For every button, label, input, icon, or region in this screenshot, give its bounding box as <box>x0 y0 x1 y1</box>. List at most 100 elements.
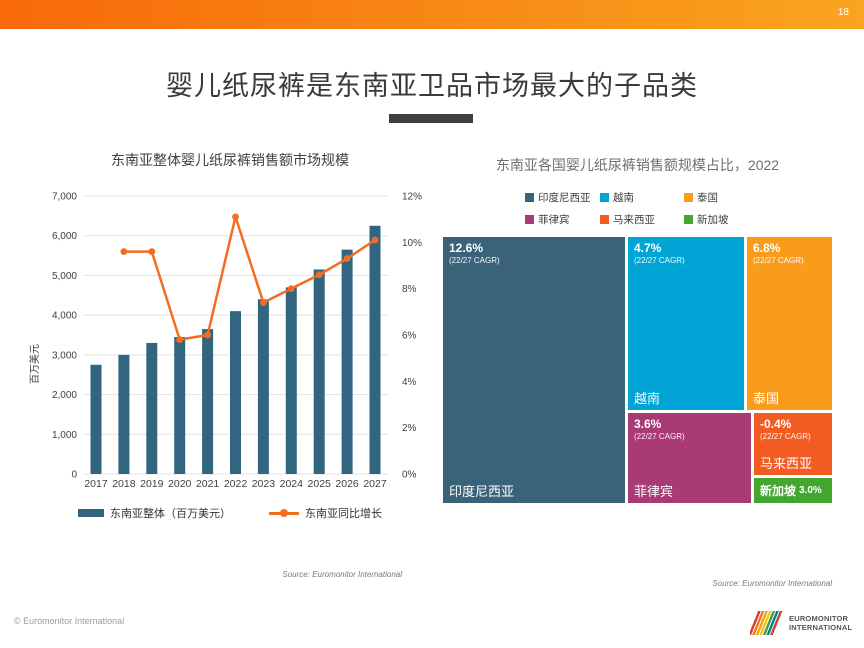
bar-2021 <box>202 329 214 474</box>
right-axis-tick: 2% <box>402 423 417 434</box>
slide-title: 婴儿纸尿裤是东南亚卫品市场最大的子品类 <box>166 71 698 102</box>
legend-label: 越南 <box>613 192 634 204</box>
page-number: 18 <box>837 7 849 18</box>
left-axis-tick: 2,000 <box>52 390 77 401</box>
left-axis-tick: 3,000 <box>52 350 77 361</box>
left-source-note: Source: Euromonitor International <box>282 570 402 579</box>
right-axis-tick: 4% <box>402 377 417 388</box>
treemap-block: 3.6% (22/27 CAGR) 菲律宾 <box>628 413 751 503</box>
cagr-value: 3.6% <box>634 417 662 431</box>
x-axis-label: 2026 <box>335 478 359 490</box>
right-source-note: Source: Euromonitor International <box>712 579 832 588</box>
growth-marker-2018 <box>120 248 128 255</box>
right-axis-tick: 6% <box>402 331 417 342</box>
legend-swatch-icon <box>684 193 693 202</box>
growth-marker-2020 <box>176 336 184 344</box>
growth-marker-2022 <box>232 213 239 221</box>
legend-label: 泰国 <box>697 192 718 204</box>
legend-swatch-icon <box>600 215 609 224</box>
treemap-legend-item: 菲律宾 <box>525 212 600 227</box>
growth-marker-2025 <box>315 271 323 279</box>
country-name: 越南 <box>634 391 661 406</box>
country-name: 菲律宾 <box>634 484 674 499</box>
bar-2024 <box>285 287 297 474</box>
x-axis-label: 2020 <box>168 478 192 490</box>
cagr-note: (22/27 CAGR) <box>634 432 685 441</box>
x-axis-label: 2021 <box>196 478 220 490</box>
legend-swatch-icon <box>600 193 609 202</box>
cagr-note: (22/27 CAGR) <box>753 256 804 265</box>
logo-stripes-icon <box>750 611 783 635</box>
left-axis-tick: 4,000 <box>52 311 77 322</box>
growth-marker-2027 <box>371 236 379 244</box>
y-axis-title: 百万美元 <box>28 344 41 384</box>
bar-2017 <box>90 364 102 474</box>
treemap-legend: 印度尼西亚 越南 泰国菲律宾 马来西亚 新加坡 <box>525 190 764 227</box>
growth-marker-2023 <box>260 299 267 306</box>
treemap-block: 新加坡 3.0% <box>754 478 832 503</box>
x-axis-label: 2017 <box>84 478 108 490</box>
legend-label: 东南亚整体（百万美元） <box>110 508 231 520</box>
x-axis-label: 2019 <box>140 478 164 490</box>
combo-chart-legend: 东南亚整体（百万美元） 东南亚同比增长 <box>30 505 430 521</box>
x-axis-label: 2025 <box>308 478 332 490</box>
cagr-value: 12.6% <box>449 241 484 255</box>
cagr-note: (22/27 CAGR) <box>449 256 500 265</box>
legend-label: 菲律宾 <box>538 214 570 226</box>
legend-swatch-icon <box>684 215 693 224</box>
growth-line <box>123 215 376 341</box>
right-axis-tick: 8% <box>402 284 417 295</box>
legend-item-line: 东南亚同比增长 <box>269 505 382 521</box>
euromonitor-logo: EUROMONITOR INTERNATIONAL <box>750 609 852 637</box>
legend-label: 新加坡 <box>697 214 729 226</box>
country-name: 印度尼西亚 <box>449 484 515 499</box>
right-chart-title: 东南亚各国婴儿纸尿裤销售额规模占比，2022 <box>495 157 780 173</box>
treemap-legend-item: 马来西亚 <box>600 212 684 227</box>
right-axis-tick: 10% <box>402 238 422 249</box>
left-axis-tick: 0 <box>71 470 77 481</box>
cagr-value: -0.4% <box>760 417 792 431</box>
right-axis-tick: 12% <box>402 192 422 203</box>
cagr-note: (22/27 CAGR) <box>760 432 811 441</box>
growth-marker-2021 <box>204 331 212 339</box>
treemap-block: 12.6% (22/27 CAGR) 印度尼西亚 <box>443 237 625 503</box>
legend-swatch-icon <box>525 215 534 224</box>
combo-chart-canvas: 0 1,000 2,000 3,000 4,000 5,000 6,000 7,000 0% 2%… <box>28 192 422 491</box>
x-axis-label: 2018 <box>112 478 136 490</box>
treemap-block: -0.4% (22/27 CAGR) 马来西亚 <box>754 413 832 475</box>
treemap-legend-item: 越南 <box>600 190 684 205</box>
legend-label: 印度尼西亚 <box>538 192 591 204</box>
treemap-legend-item: 泰国 <box>684 190 764 205</box>
growth-marker-2026 <box>343 255 351 262</box>
treemap-legend-item: 新加坡 <box>684 212 764 227</box>
x-axis-label: 2023 <box>252 478 276 490</box>
title-underline <box>389 114 473 123</box>
bar-2027 <box>369 225 381 474</box>
left-axis-tick: 6,000 <box>52 231 77 242</box>
treemap-inline-label: 新加坡 3.0% <box>754 478 832 503</box>
legend-label: 东南亚同比增长 <box>305 508 382 520</box>
legend-label: 马来西亚 <box>613 214 655 226</box>
bar-2018 <box>118 354 130 474</box>
x-axis-label: 2022 <box>224 478 248 490</box>
bar-2019 <box>146 342 158 474</box>
bar-2025 <box>313 269 325 474</box>
left-chart-title: 东南亚整体婴儿纸尿裤销售额市场规模 <box>111 152 349 168</box>
copyright: © Euromonitor International <box>14 616 125 626</box>
legend-swatch-icon <box>525 193 534 202</box>
cagr-value: 4.7% <box>634 241 662 255</box>
bar-swatch-icon <box>78 509 104 517</box>
treemap: 12.6% (22/27 CAGR) 印度尼西亚 4.7% (22/27 CAGR) 越南… <box>443 237 832 503</box>
treemap-block: 4.7% (22/27 CAGR) 越南 <box>628 237 744 410</box>
line-swatch-icon <box>269 509 299 517</box>
treemap-legend-item: 印度尼西亚 <box>525 190 600 205</box>
left-axis-tick: 5,000 <box>52 271 77 282</box>
country-name: 泰国 <box>753 391 780 406</box>
x-axis-label: 2027 <box>363 478 387 490</box>
bar-2026 <box>341 249 353 474</box>
line-marker-icon <box>280 509 288 517</box>
left-axis-tick: 1,000 <box>52 430 77 441</box>
logo-text: EUROMONITOR INTERNATIONAL <box>789 613 853 632</box>
cagr-value: 6.8% <box>753 241 781 255</box>
